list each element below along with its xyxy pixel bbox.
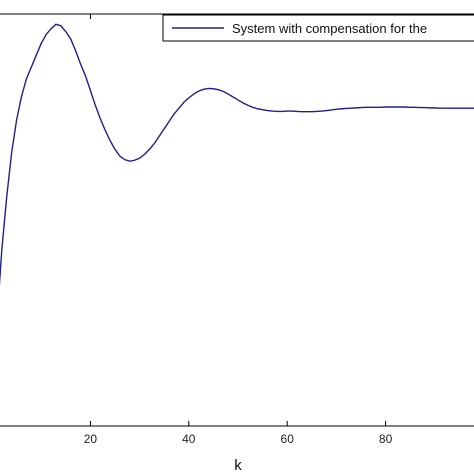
plot-area-frame [0, 13, 474, 427]
legend-label: System with compensation for the [232, 21, 427, 36]
x-tick-label: 20 [84, 432, 98, 446]
legend: System with compensation for the [162, 14, 474, 42]
x-axis-title: k [234, 457, 242, 474]
series-line [0, 23, 474, 286]
x-tick-label: 40 [182, 432, 196, 446]
x-axis-ticks: 20 40 60 80 [84, 14, 393, 446]
x-tick-label: 60 [281, 432, 295, 446]
x-tick-label: 80 [379, 432, 393, 446]
